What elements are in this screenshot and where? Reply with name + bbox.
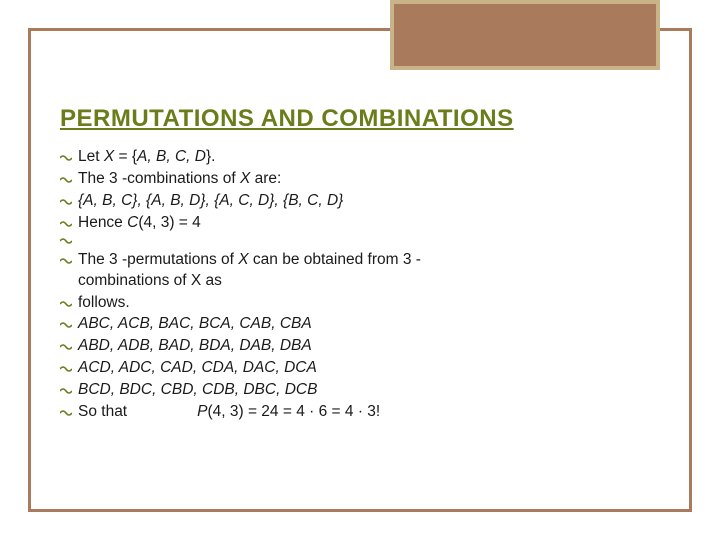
text: = {	[114, 148, 137, 165]
text: {A, B, C}, {A, B, D}, {A, C, D}, {B, C, …	[78, 192, 343, 209]
bullet-item: follows.	[78, 293, 660, 314]
bullet-item: ABD, ADB, BAD, BDA, DAB, DBA	[78, 336, 660, 357]
bullet-item: Let X = {A, B, C, D}.	[78, 147, 660, 168]
bullet-item: ABC, ACB, BAC, BCA, CAB, CBA	[78, 314, 660, 335]
text: The 3 -combinations of	[78, 170, 240, 187]
header-decoration-box	[390, 0, 660, 70]
bullet-item: {A, B, C}, {A, B, D}, {A, C, D}, {B, C, …	[78, 191, 660, 212]
text: }.	[206, 148, 215, 165]
bullet-item: Hence C(4, 3) = 4	[78, 213, 660, 234]
text: The 3 -permutations of	[78, 251, 238, 268]
text: So that	[78, 403, 127, 420]
fn: P	[197, 403, 207, 420]
bullet-item: The 3 -combinations of X are:	[78, 169, 660, 190]
bullet-item: ACD, ADC, CAD, CDA, DAC, DCA	[78, 358, 660, 379]
bullet-item-blank	[78, 235, 660, 249]
text: Hence	[78, 214, 127, 231]
fn: C	[127, 214, 138, 231]
text: follows.	[78, 294, 130, 311]
text: can be obtained from 3 -	[249, 251, 421, 268]
slide-title: PERMUTATIONS AND COMBINATIONS	[60, 105, 660, 133]
bullet-item: So that P(4, 3) = 24 = 4 · 6 = 4 · 3!	[78, 402, 660, 423]
set: A, B, C, D	[137, 148, 206, 165]
bullet-item: BCD, BDC, CBD, CDB, DBC, DCB	[78, 380, 660, 401]
bullet-list: Let X = {A, B, C, D}. The 3 -combination…	[60, 147, 660, 423]
text: (4, 3) = 24 = 4 · 6 = 4 · 3!	[207, 403, 380, 420]
text: BCD, BDC, CBD, CDB, DBC, DCB	[78, 381, 317, 398]
slide-content: PERMUTATIONS AND COMBINATIONS Let X = {A…	[60, 105, 660, 424]
var: X	[238, 251, 248, 268]
text: (4, 3) = 4	[138, 214, 200, 231]
var: X	[240, 170, 250, 187]
var: X	[104, 148, 114, 165]
text: ABD, ADB, BAD, BDA, DAB, DBA	[78, 337, 312, 354]
text: Let	[78, 148, 104, 165]
bullet-item: The 3 -permutations of X can be obtained…	[78, 250, 660, 292]
text: ABC, ACB, BAC, BCA, CAB, CBA	[78, 315, 312, 332]
text: ACD, ADC, CAD, CDA, DAC, DCA	[78, 359, 317, 376]
text: are:	[250, 170, 281, 187]
continuation-line: combinations of X as	[78, 271, 660, 292]
